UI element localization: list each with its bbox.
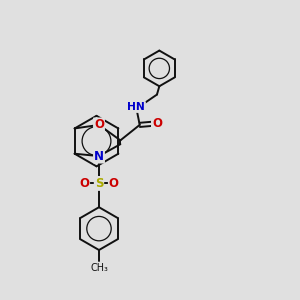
Text: O: O — [152, 117, 162, 130]
Text: O: O — [109, 177, 119, 190]
Text: N: N — [94, 150, 104, 163]
Text: O: O — [94, 118, 104, 131]
Text: CH₃: CH₃ — [90, 263, 108, 273]
Text: O: O — [79, 177, 89, 190]
Text: S: S — [95, 177, 103, 190]
Text: HN: HN — [127, 102, 145, 112]
